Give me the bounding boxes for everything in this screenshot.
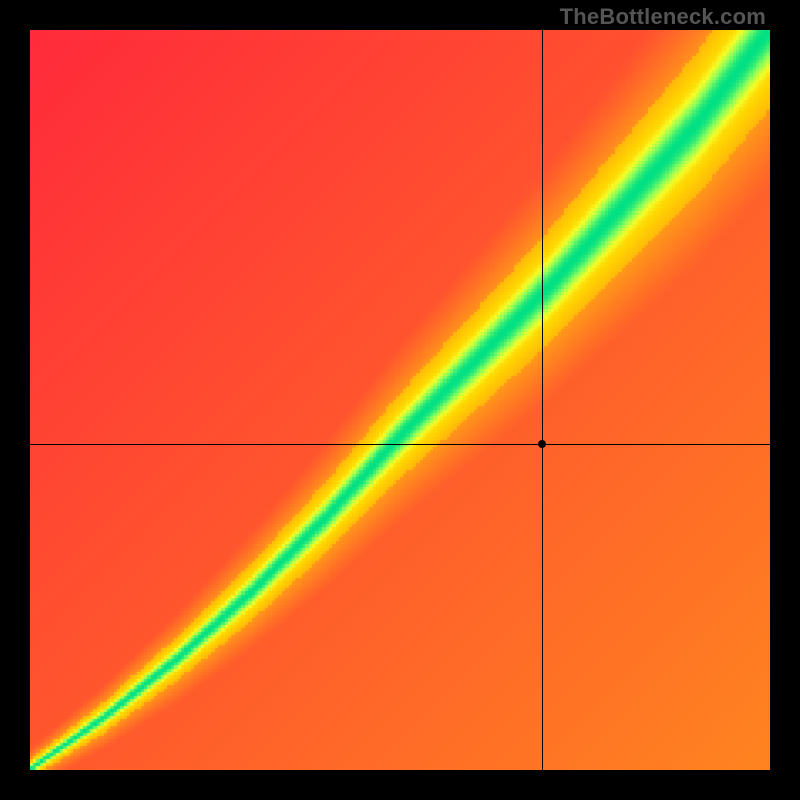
crosshair-vertical-line [542,30,543,770]
heatmap-plot [30,30,770,770]
chart-outer: TheBottleneck.com [0,0,800,800]
watermark-text: TheBottleneck.com [560,4,766,30]
crosshair-horizontal-line [30,444,770,445]
heatmap-canvas [30,30,770,770]
crosshair-marker-dot [538,440,546,448]
